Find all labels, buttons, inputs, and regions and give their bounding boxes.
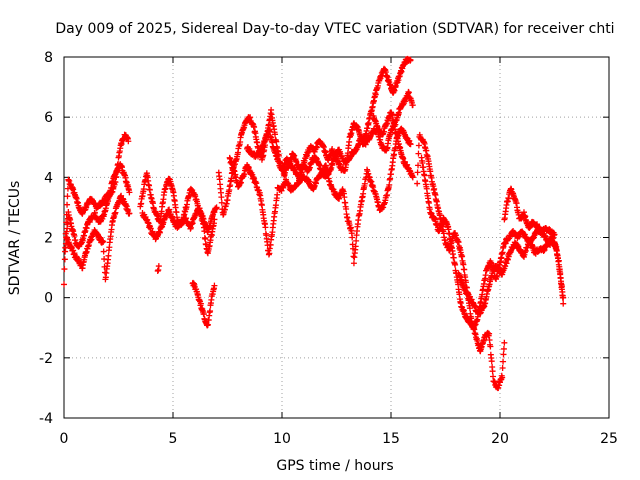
series-track-8 <box>215 55 414 218</box>
data-point <box>274 191 281 198</box>
series-track-5 <box>139 205 218 257</box>
data-point <box>211 216 218 223</box>
y-axis-label: SDTVAR / TECUs <box>7 181 23 296</box>
data-point <box>125 138 132 145</box>
data-point <box>407 57 414 64</box>
series-track-13 <box>418 154 567 332</box>
data-point <box>486 330 493 337</box>
data-point <box>218 194 225 201</box>
data-point <box>213 204 220 211</box>
data-point <box>211 282 218 289</box>
data-point <box>499 365 506 372</box>
data-point <box>560 300 567 307</box>
data-point <box>64 221 71 228</box>
series-track-11 <box>370 109 416 181</box>
data-point <box>202 235 209 242</box>
data-point <box>555 257 562 264</box>
data-point <box>466 305 473 312</box>
data-point <box>409 174 416 181</box>
data-point <box>501 339 508 346</box>
series-track-2 <box>62 161 133 255</box>
data-point <box>198 211 205 218</box>
data-point <box>126 210 133 217</box>
data-point <box>489 368 496 375</box>
data-points <box>61 55 567 392</box>
y-tick-label: -2 <box>39 351 53 367</box>
series-track-3 <box>63 192 133 283</box>
data-point <box>500 345 507 352</box>
chart-title: Day 009 of 2025, Sidereal Day-to-day VTE… <box>55 21 614 37</box>
data-point <box>551 231 558 238</box>
data-point <box>272 131 279 138</box>
x-tick-label: 0 <box>60 431 69 447</box>
x-tick-label: 5 <box>169 431 178 447</box>
data-point <box>155 263 162 270</box>
data-point <box>415 150 422 157</box>
y-tick-label: 0 <box>44 291 53 307</box>
data-point <box>262 224 269 231</box>
data-point <box>267 241 274 248</box>
data-point <box>559 294 566 301</box>
data-point <box>61 281 67 288</box>
data-point <box>216 176 223 183</box>
data-point <box>452 261 459 268</box>
data-point <box>487 343 494 350</box>
data-point <box>414 180 421 187</box>
data-point <box>409 102 416 109</box>
y-tick-label: 8 <box>44 50 53 66</box>
data-point <box>228 175 235 182</box>
series-track-15 <box>501 185 558 239</box>
data-point <box>100 238 107 245</box>
data-point <box>558 286 565 293</box>
data-point <box>61 266 68 273</box>
data-point <box>251 124 258 131</box>
x-tick-label: 10 <box>273 431 291 447</box>
x-tick-label: 20 <box>491 431 509 447</box>
data-point <box>557 274 564 281</box>
data-point <box>100 248 107 255</box>
data-point <box>350 260 357 267</box>
y-tick-label: 2 <box>44 231 53 247</box>
data-point <box>386 181 393 188</box>
x-tick-label: 15 <box>382 431 400 447</box>
data-point <box>415 162 422 169</box>
data-point <box>105 252 112 259</box>
data-point <box>126 189 133 196</box>
data-point <box>407 141 414 148</box>
data-point <box>350 253 357 260</box>
series-track-10 <box>244 88 416 182</box>
data-point <box>414 169 421 176</box>
data-point <box>173 209 180 216</box>
x-axis-label: GPS time / hours <box>276 458 393 474</box>
data-point <box>353 237 360 244</box>
series-track-14 <box>455 226 567 317</box>
y-tick-label: 6 <box>44 110 53 126</box>
x-tick-label: 25 <box>600 431 618 447</box>
data-point <box>201 228 208 235</box>
data-point <box>349 234 356 241</box>
data-point <box>341 194 348 201</box>
data-point <box>499 374 506 381</box>
data-point <box>218 199 225 206</box>
data-point <box>415 142 422 149</box>
series-track-7 <box>189 279 218 329</box>
data-point <box>64 201 71 208</box>
series-track-1 <box>61 131 132 288</box>
data-point <box>488 358 495 365</box>
data-point <box>352 243 359 250</box>
data-point <box>207 308 214 315</box>
axis-ticks: 0 5 10 15 20 25 -4 -2 0 2 4 6 8 <box>39 50 618 447</box>
data-point <box>343 205 350 212</box>
series-track-12 <box>414 131 508 392</box>
data-point <box>500 351 507 358</box>
data-point <box>61 256 68 263</box>
data-point <box>461 266 468 273</box>
data-point <box>500 358 507 365</box>
y-tick-label: -4 <box>39 411 53 427</box>
data-point <box>64 193 71 200</box>
series-track-6 <box>154 263 162 274</box>
y-tick-label: 4 <box>44 170 53 186</box>
